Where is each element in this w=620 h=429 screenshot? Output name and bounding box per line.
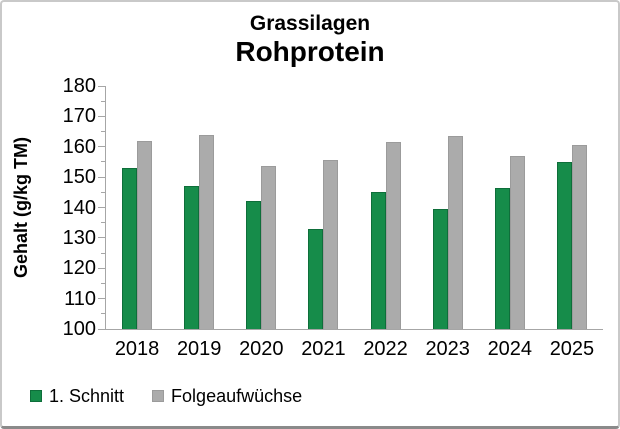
y-axis-tick-140 — [98, 207, 105, 208]
x-axis-label-2022: 2022 — [363, 338, 408, 360]
bar-1-schnitt-2024 — [494, 187, 510, 329]
bar-1-schnitt-2023 — [432, 209, 448, 329]
y-axis-minor-tick-175 — [101, 100, 105, 102]
y-axis-label-120: 120 — [62, 257, 96, 280]
y-axis-minor-tick-125 — [101, 252, 105, 254]
bar-folgeaufwuechse-2019 — [199, 134, 215, 329]
y-axis-tick-130 — [98, 237, 105, 239]
chart-subtitle: Rohprotein — [235, 36, 385, 67]
y-axis-minor-tick-105 — [101, 313, 105, 315]
legend-label-folgeaufwuechse: Folgeaufwüchse — [171, 386, 303, 406]
y-axis-label-150: 150 — [62, 166, 96, 189]
y-axis-title: Gehalt (g/kg TM) — [8, 86, 34, 329]
bar-folgeaufwuechse-2025 — [571, 145, 587, 329]
y-axis-minor-tick-165 — [101, 131, 105, 133]
y-axis-label-100: 100 — [62, 318, 96, 340]
y-axis-label-180: 180 — [62, 75, 96, 97]
bar-folgeaufwuechse-2021 — [323, 160, 339, 329]
x-axis-label-2024: 2024 — [487, 338, 533, 360]
chart-title: Grassilagen — [249, 12, 371, 35]
bar-folgeaufwuechse-2018 — [137, 140, 153, 329]
x-axis-label-2020: 2020 — [239, 338, 284, 360]
bar-1-schnitt-2019 — [184, 186, 200, 329]
bar-folgeaufwuechse-2022 — [385, 142, 401, 329]
x-axis-label-2025: 2025 — [549, 338, 595, 360]
y-axis-label-160: 160 — [62, 135, 96, 158]
legend-swatch-folgeaufwuechse — [152, 390, 165, 402]
bar-1-schnitt-2018 — [122, 168, 138, 329]
x-axis-label-2019: 2019 — [176, 338, 222, 360]
x-axis-label-2023: 2023 — [425, 338, 470, 360]
bar-1-schnitt-2025 — [556, 161, 572, 329]
y-axis-label-130: 130 — [62, 226, 96, 249]
y-axis-label-170: 170 — [62, 105, 96, 128]
y-axis-tick-100 — [98, 328, 105, 330]
bar-1-schnitt-2022 — [370, 192, 386, 329]
y-axis-tick-170 — [98, 115, 105, 117]
x-axis-label-2018: 2018 — [114, 338, 160, 360]
legend-label-1-schnitt: 1. Schnitt — [49, 386, 125, 406]
bar-folgeaufwuechse-2024 — [509, 155, 525, 329]
legend-swatch-1-schnitt — [30, 390, 42, 402]
bar-folgeaufwuechse-2020 — [261, 166, 277, 329]
y-axis-tick-110 — [98, 298, 105, 300]
legend-item-1-schnitt: 1. Schnitt — [30, 386, 124, 406]
y-axis-tick-120 — [98, 267, 105, 269]
y-axis-title-text: Gehalt (g/kg TM) — [10, 137, 31, 278]
y-axis-label-140: 140 — [62, 196, 96, 219]
y-axis-minor-tick-115 — [101, 282, 105, 284]
legend-item-folgeaufwuechse: Folgeaufwüchse — [152, 386, 302, 406]
y-axis-minor-tick-145 — [101, 191, 105, 193]
bar-1-schnitt-2020 — [246, 201, 262, 329]
y-axis-minor-tick-155 — [101, 161, 105, 163]
y-axis-tick-150 — [98, 176, 105, 178]
bar-folgeaufwuechse-2023 — [447, 136, 463, 329]
y-axis-label-110: 110 — [64, 287, 96, 310]
bar-1-schnitt-2021 — [308, 228, 324, 329]
y-axis-minor-tick-135 — [101, 222, 105, 224]
legend: 1. Schnitt Folgeaufwüchse — [30, 384, 330, 408]
plot-area: 100 110 120 130 140 150 160 170 180 2018 2019 2020 2… — [63, 76, 603, 359]
y-axis-tick-180 — [98, 85, 105, 87]
y-axis-tick-160 — [98, 146, 105, 148]
x-axis-label-2021: 2021 — [301, 338, 346, 360]
